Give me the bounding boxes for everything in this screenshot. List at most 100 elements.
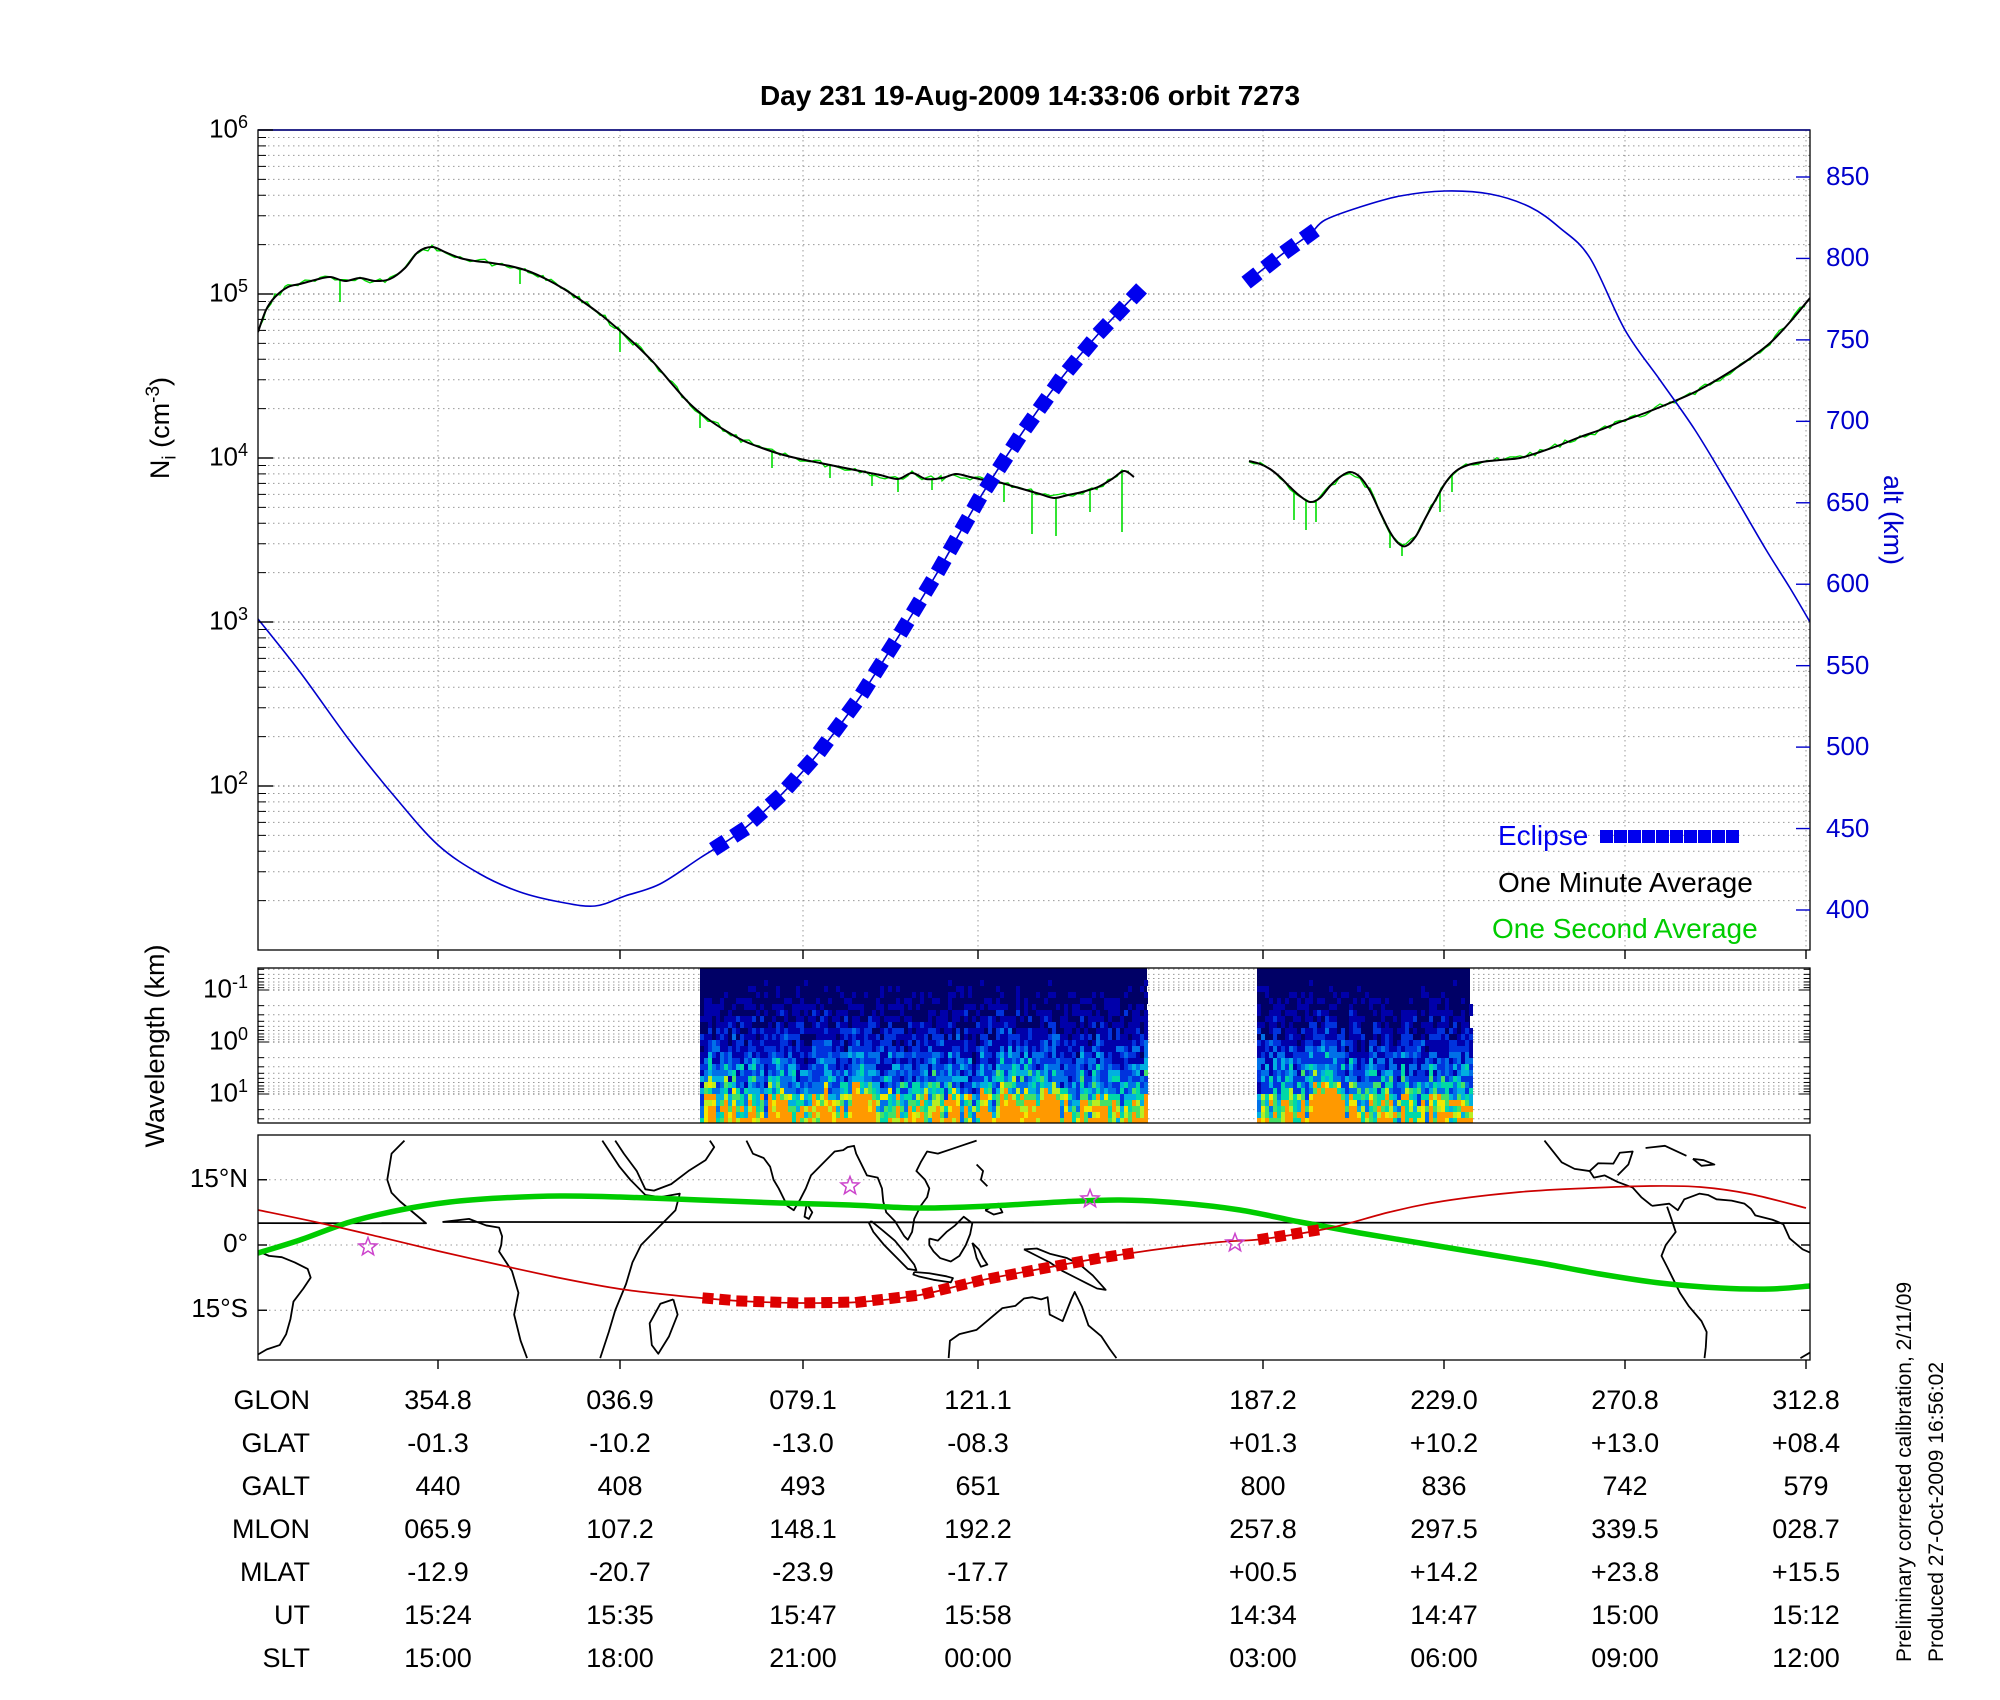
legend-eclipse-marker (1684, 830, 1697, 843)
table-cell-glon-1: 036.9 (586, 1385, 654, 1415)
table-cell-slt-7: 12:00 (1772, 1643, 1840, 1673)
map-lat-label-1: 0° (223, 1228, 248, 1258)
page-title: Day 231 19-Aug-2009 14:33:06 orbit 7273 (759, 80, 1301, 111)
alt-tick-450: 450 (1826, 812, 1870, 843)
table-row-label-glon: GLON (233, 1385, 310, 1415)
table-cell-mlon-2: 148.1 (769, 1514, 837, 1544)
table-cell-glat-4: +01.3 (1228, 1428, 1298, 1458)
alt-tick-650: 650 (1826, 486, 1870, 517)
table-cell-glon-3: 121.1 (944, 1385, 1012, 1415)
legend-eclipse-marker (1670, 830, 1683, 843)
table-row-label-ut: UT (274, 1600, 310, 1630)
map-lat-label-2: 15°S (191, 1293, 248, 1324)
table-cell-glat-5: +10.2 (1409, 1428, 1479, 1458)
table-cell-glat-0: -01.3 (407, 1428, 469, 1458)
map-lat-label-0: 15°N (189, 1162, 248, 1193)
table-cell-glat-2: -13.0 (772, 1428, 834, 1458)
table-cell-galt-5: 836 (1421, 1471, 1467, 1501)
table-cell-slt-1: 18:00 (586, 1643, 654, 1673)
density-tick-10e4: 104 (209, 440, 248, 472)
alt-tick-500: 500 (1826, 731, 1870, 762)
table-cell-ut-4: 14:34 (1229, 1600, 1297, 1630)
legend-eclipse-markers (1600, 830, 1739, 843)
table-row-label-slt: SLT (262, 1643, 310, 1673)
table-cell-mlon-0: 065.9 (404, 1514, 472, 1544)
legend-second-label: One Second Average (1492, 913, 1758, 944)
table-cell-mlat-2: -23.9 (772, 1557, 834, 1587)
table-cell-glat-1: -10.2 (589, 1428, 651, 1458)
table-cell-galt-1: 408 (597, 1471, 643, 1501)
density-tick-10e3: 103 (209, 604, 248, 636)
table-cell-ut-0: 15:24 (404, 1600, 472, 1630)
alt-tick-750: 750 (1826, 323, 1870, 354)
table-cell-ut-7: 15:12 (1772, 1600, 1840, 1630)
alt-tick-850: 850 (1826, 161, 1870, 191)
wavelength-tick-10e-1: 10-1 (203, 972, 248, 1004)
legend-eclipse-marker (1698, 830, 1711, 843)
table-row-label-mlat: MLAT (239, 1557, 310, 1587)
table-cell-galt-6: 742 (1602, 1471, 1648, 1501)
map-frame (257, 1134, 1811, 1369)
legend-eclipse-marker (1712, 830, 1725, 843)
spectrogram-bands (700, 968, 1473, 1123)
table-cell-mlat-7: +15.5 (1771, 1557, 1841, 1587)
table-cell-mlat-4: +00.5 (1228, 1557, 1298, 1587)
table-cell-glon-7: 312.8 (1772, 1385, 1840, 1415)
alt-tick-800: 800 (1826, 242, 1870, 273)
table-cell-glat-7: +08.4 (1771, 1428, 1841, 1458)
density-tick-10e2: 102 (209, 768, 248, 800)
table-cell-mlat-3: -17.7 (947, 1557, 1009, 1587)
alt-tick-550: 550 (1826, 649, 1870, 680)
legend-eclipse-marker (1628, 830, 1641, 843)
density-axis-label: Ni (cm-3) (142, 376, 181, 480)
table-cell-slt-5: 06:00 (1410, 1643, 1478, 1673)
table-cell-ut-3: 15:58 (944, 1600, 1012, 1630)
density-panel-grid (258, 129, 1810, 951)
table-cell-mlon-4: 257.8 (1229, 1514, 1297, 1544)
legend-eclipse-marker (1600, 830, 1613, 843)
alt-tick-400: 400 (1826, 894, 1870, 924)
table-cell-mlon-7: 028.7 (1772, 1514, 1840, 1544)
table-cell-galt-4: 800 (1240, 1471, 1286, 1501)
table-cell-mlat-0: -12.9 (407, 1557, 469, 1587)
table-row-label-mlon: MLON (231, 1514, 310, 1544)
table-cell-mlon-1: 107.2 (586, 1514, 654, 1544)
produced-note: Produced 27-Oct-2009 16:56:02 (1925, 1361, 1948, 1662)
table-row-label-galt: GALT (241, 1471, 310, 1501)
table-cell-slt-4: 03:00 (1229, 1643, 1297, 1673)
density-tick-10e6: 106 (209, 112, 248, 144)
table-cell-slt-2: 21:00 (769, 1643, 837, 1673)
table-cell-galt-2: 493 (780, 1471, 826, 1501)
map-content (258, 1139, 1810, 1359)
table-cell-slt-6: 09:00 (1591, 1643, 1659, 1673)
calibration-note: Preliminary corrected calibration, 2/11/… (1893, 1281, 1916, 1662)
density-panel-curves (258, 190, 1810, 908)
table-cell-galt-7: 579 (1783, 1471, 1829, 1501)
legend-eclipse-label: Eclipse (1498, 820, 1589, 851)
table-cell-ut-5: 14:47 (1410, 1600, 1478, 1630)
legend-eclipse-marker (1656, 830, 1669, 843)
wavelength-tick-10e0: 100 (209, 1024, 248, 1056)
table-cell-ut-6: 15:00 (1591, 1600, 1659, 1630)
table-cell-glat-3: -08.3 (947, 1428, 1009, 1458)
table-cell-galt-3: 651 (955, 1471, 1001, 1501)
table-cell-glat-6: +13.0 (1590, 1428, 1660, 1458)
legend-minute-label: One Minute Average (1498, 867, 1753, 898)
table-cell-ut-1: 15:35 (586, 1600, 654, 1630)
legend-eclipse-marker (1642, 830, 1655, 843)
alt-tick-600: 600 (1826, 568, 1870, 599)
table-cell-mlat-6: +23.8 (1590, 1557, 1660, 1587)
table-cell-mlon-5: 297.5 (1410, 1514, 1478, 1544)
legend-eclipse-marker (1726, 830, 1739, 843)
table-row-label-glat: GLAT (241, 1428, 310, 1458)
wavelength-tick-10e1: 101 (209, 1076, 248, 1108)
table-cell-glon-0: 354.8 (404, 1385, 472, 1415)
density-tick-10e5: 105 (209, 276, 248, 308)
table-cell-galt-0: 440 (415, 1471, 461, 1501)
wavelength-panel-frame (257, 967, 1811, 1124)
legend-eclipse-marker (1614, 830, 1627, 843)
table-cell-slt-3: 00:00 (944, 1643, 1012, 1673)
table-cell-glon-6: 270.8 (1591, 1385, 1659, 1415)
